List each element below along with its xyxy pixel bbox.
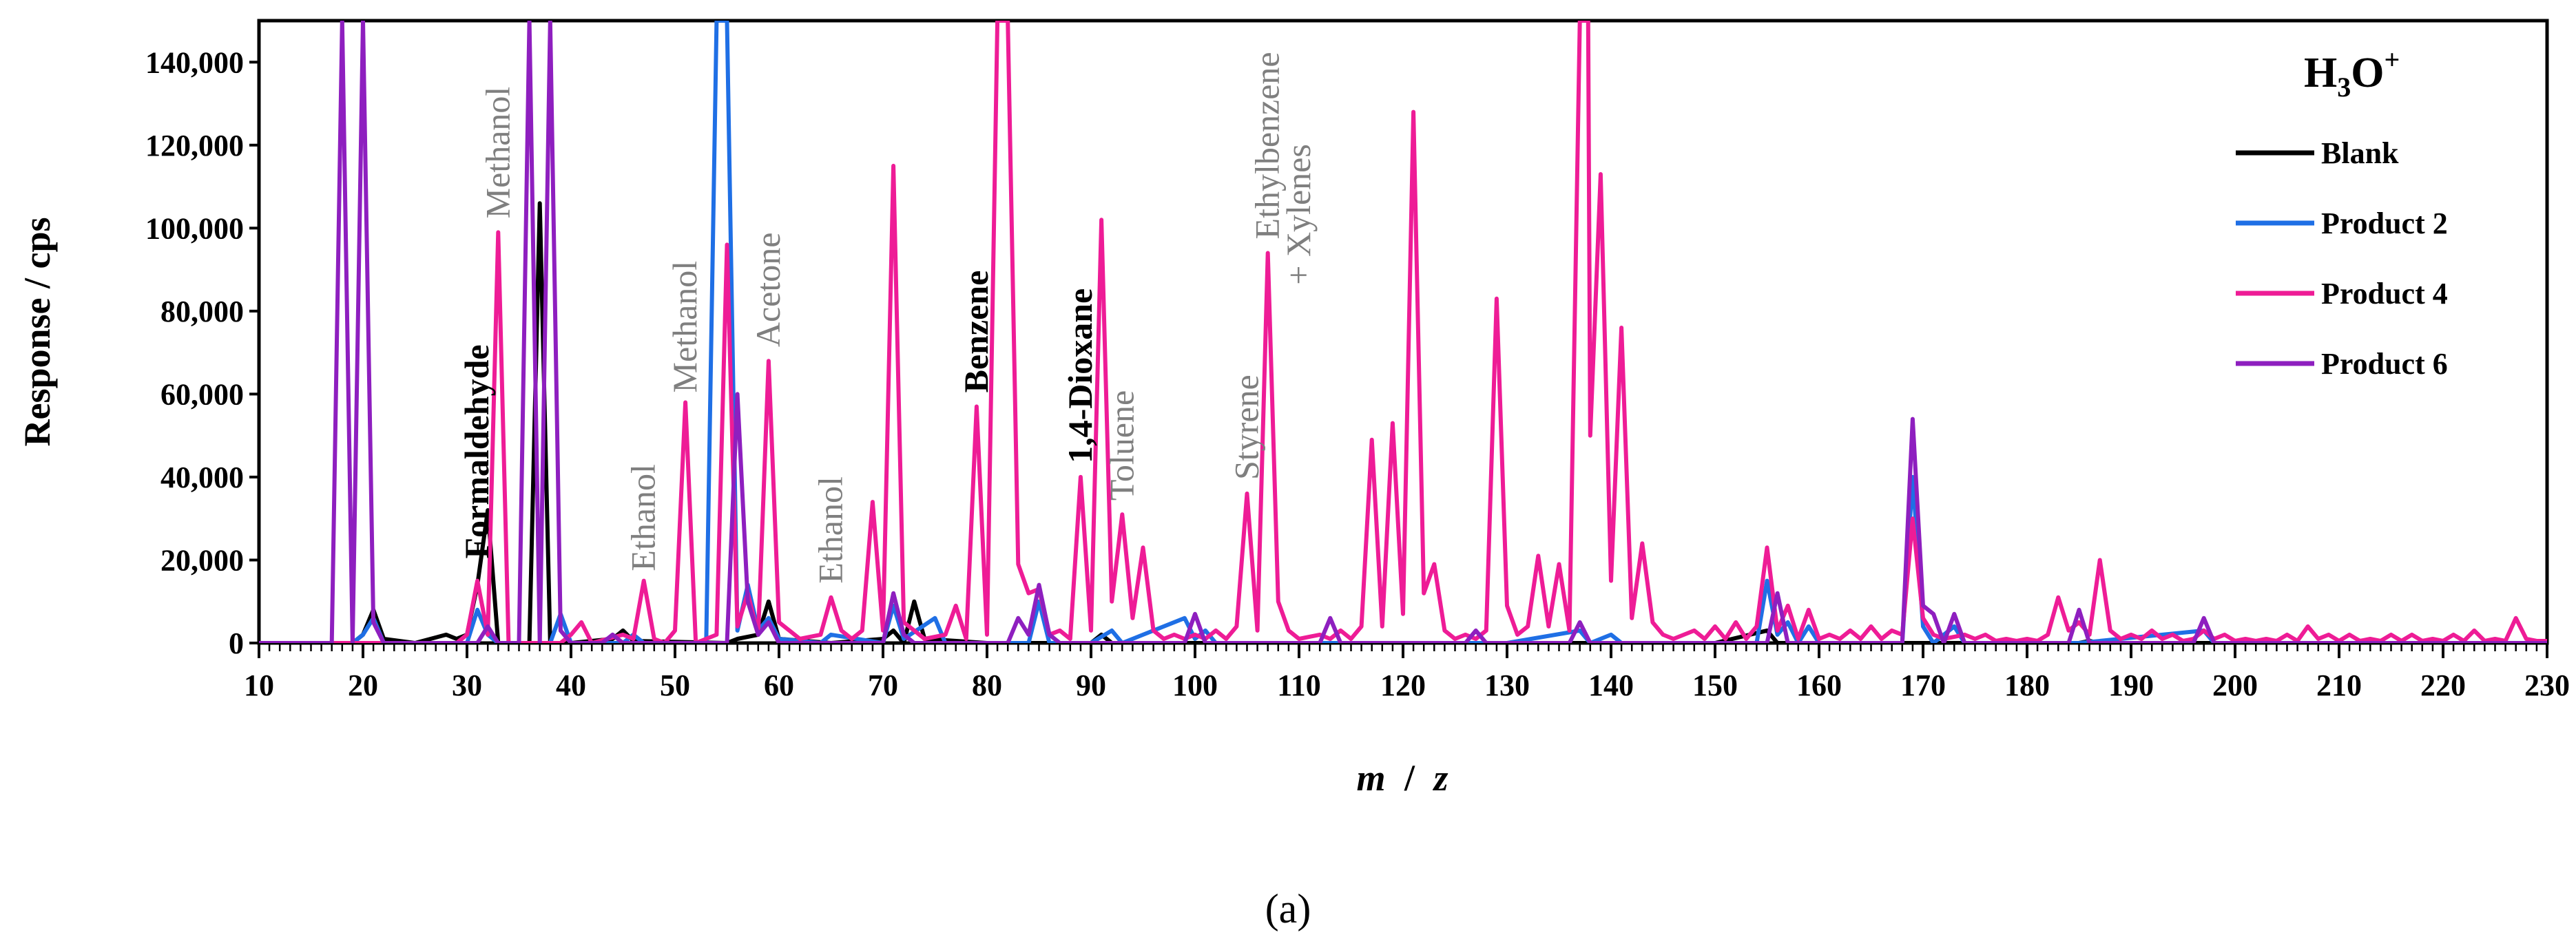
- y-tick-label: 0: [229, 626, 244, 660]
- x-tick-label: 100: [1172, 668, 1218, 702]
- x-tick-label: 40: [556, 668, 586, 702]
- series-line-product-6: [259, 21, 2547, 643]
- x-tick-label: 50: [660, 668, 690, 702]
- series-line-product-4: [259, 21, 2547, 643]
- x-axis-title: m / z: [1356, 757, 1448, 799]
- legend-label: Product 4: [2321, 277, 2448, 310]
- x-tick-label: 60: [764, 668, 794, 702]
- x-tick-label: 160: [1796, 668, 1842, 702]
- x-tick-label: 190: [2108, 668, 2154, 702]
- annotation-label: Ethanol: [624, 464, 663, 571]
- annotation-label: 1,4-Dioxane: [1061, 288, 1099, 463]
- y-tick-label: 80,000: [160, 295, 244, 328]
- series-line-product-2: [259, 21, 2547, 643]
- series-layer: [259, 21, 2547, 643]
- x-tick-label: 140: [1588, 668, 1634, 702]
- y-tick-label: 140,000: [145, 45, 244, 79]
- x-tick-label: 30: [452, 668, 482, 702]
- annotation-label: Ethanol: [811, 476, 850, 584]
- legend-label: Blank: [2321, 136, 2399, 170]
- annotations-layer: Formaldehyde Methanol Ethanol Methanol Aceto…: [457, 52, 1318, 583]
- annotation-label: Formaldehyde: [457, 344, 496, 558]
- annotation-label: Methanol: [665, 261, 704, 393]
- x-tick-label: 230: [2524, 668, 2570, 702]
- x-axis-title-sep: /: [1404, 757, 1415, 799]
- x-axis-title-m: m: [1356, 757, 1385, 799]
- annotation-label: Benzene: [957, 271, 995, 393]
- x-tick-label: 180: [2004, 668, 2050, 702]
- annotation-label: Methanol: [478, 87, 517, 219]
- y-tick-label: 100,000: [145, 211, 244, 245]
- x-tick-label: 70: [868, 668, 898, 702]
- y-tick-label: 20,000: [160, 543, 244, 577]
- y-tick-label: 60,000: [160, 377, 244, 411]
- series-line-blank: [259, 201, 2547, 643]
- x-tick-label: 220: [2420, 668, 2466, 702]
- annotation-label: Acetone: [749, 233, 787, 348]
- y-axis-title: Response / cps: [17, 217, 58, 446]
- x-tick-label: 20: [348, 668, 378, 702]
- y-tick-label: 40,000: [160, 461, 244, 494]
- legend: H3O+ Blank Product 2 Product 4 Product 6: [2236, 44, 2448, 381]
- x-tick-label: 90: [1076, 668, 1106, 702]
- annotation-label: Styrene: [1227, 375, 1266, 480]
- x-tick-label: 200: [2212, 668, 2258, 702]
- x-tick-label: 130: [1484, 668, 1530, 702]
- annotation-label: + Xylenes: [1279, 144, 1318, 285]
- legend-label: Product 2: [2321, 207, 2448, 240]
- x-tick-label: 170: [1900, 668, 1946, 702]
- annotation-label: Toluene: [1102, 390, 1141, 501]
- legend-title: H3O+: [2304, 44, 2400, 103]
- x-axis: 10 20 30 40 50 60 70 80 90 100 110 120 130 140 150 160 1…: [244, 643, 2570, 702]
- panel-label: (a): [1265, 886, 1311, 931]
- y-tick-label: 120,000: [145, 129, 244, 162]
- x-tick-label: 150: [1692, 668, 1738, 702]
- x-tick-label: 120: [1380, 668, 1426, 702]
- y-axis: 0 20,000 40,000 60,000 80,000 100,000 120,000 1…: [145, 45, 259, 660]
- x-tick-label: 110: [1277, 668, 1321, 702]
- legend-label: Product 6: [2321, 347, 2448, 381]
- annotation-label: Ethylbenzene: [1248, 52, 1287, 239]
- x-tick-label: 210: [2316, 668, 2362, 702]
- x-axis-title-z: z: [1433, 757, 1448, 799]
- x-tick-label: 10: [244, 668, 274, 702]
- x-tick-label: 80: [972, 668, 1002, 702]
